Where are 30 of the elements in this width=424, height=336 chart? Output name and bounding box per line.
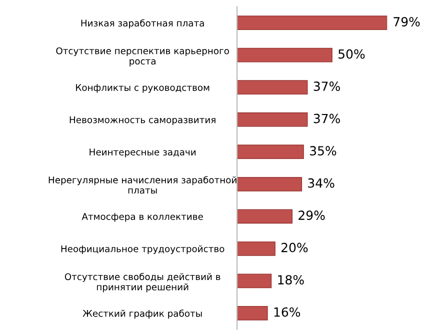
data-label: 37% [314,114,340,124]
bar [237,112,308,127]
data-label: 79% [394,17,420,26]
y-tick-label: Неинтересные задачи [90,148,196,158]
y-tick-label: Невозможность саморазвития [70,116,216,126]
y-tick-label: Неофициальное трудоустройство [61,245,224,254]
bar [237,48,332,62]
data-label: 16% [274,307,300,317]
bar [237,241,276,256]
data-label: 20% [281,242,308,252]
y-tick-label: Атмосфера в коллективе [82,213,203,222]
y-tick-label: Нерегулярные начисления заработной платы [48,176,236,194]
bar [237,80,308,95]
y-tick-label: Низкая заработная плата [81,19,204,28]
data-label: 18% [278,275,304,285]
y-tick-label: Конфликты с руководством [76,84,210,93]
y-tick-label: Отсутствие перспектив карьерного роста [56,47,229,66]
y-tick-label: Отсутствие свободы действий в принятии решений [64,272,220,292]
y-tick-label: Жесткий график работы [82,310,202,319]
data-label: 29% [298,210,325,220]
data-label: 37% [314,82,340,91]
bar [237,306,268,320]
bar [237,209,293,224]
bar [237,274,272,288]
bar [237,16,388,30]
data-label: 50% [338,49,365,59]
data-label: 35% [310,146,336,156]
bar [237,144,304,160]
bar [237,176,302,192]
data-label: 34% [308,178,334,188]
